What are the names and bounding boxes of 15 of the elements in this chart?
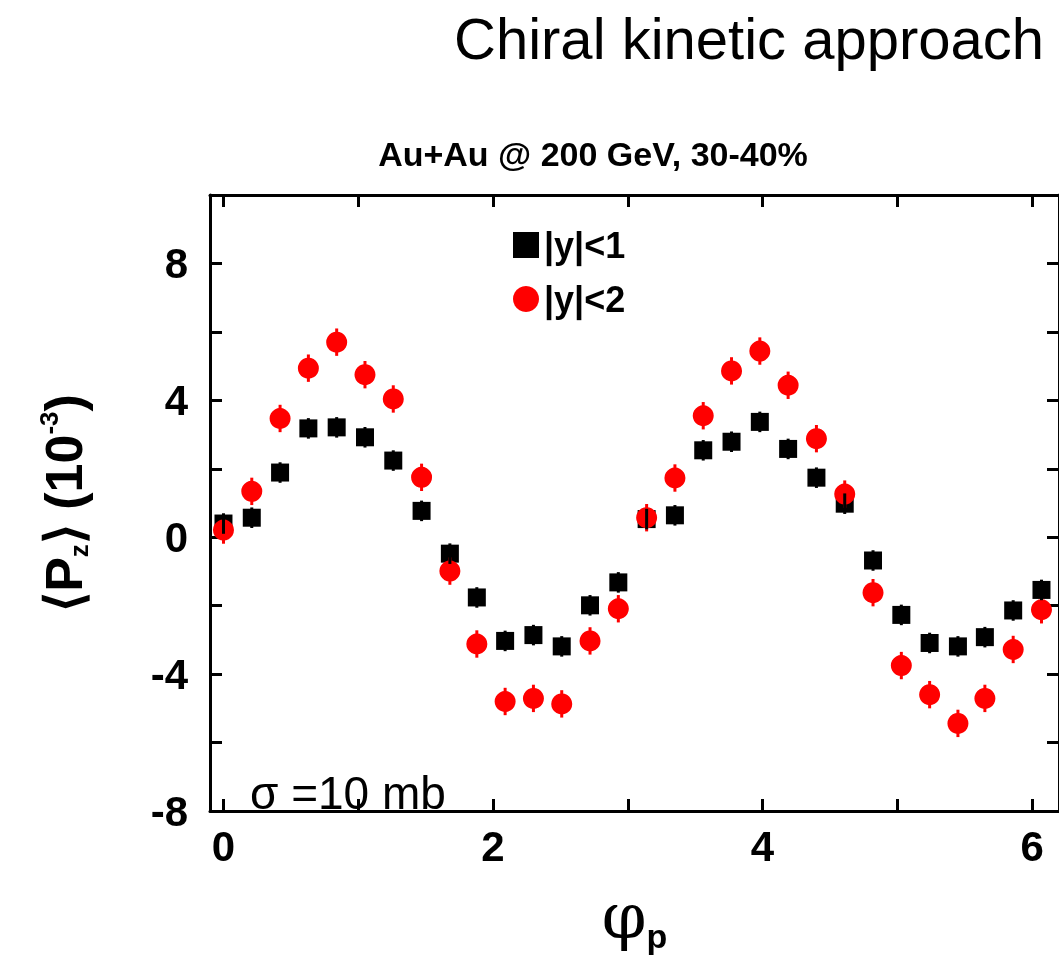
y-tick-label: -4 <box>150 650 189 698</box>
y-tick-label: 4 <box>164 376 189 424</box>
x-tick-label: 6 <box>1020 822 1044 870</box>
x-tick-label: 4 <box>750 822 775 870</box>
chart-title: Chiral kinetic approach <box>454 5 1044 71</box>
x-tick-label: 2 <box>481 822 505 870</box>
chart-subtitle: Au+Au @ 200 GeV, 30-40% <box>378 135 808 173</box>
legend-label: |y|<2 <box>544 278 626 321</box>
y-tick-label: 8 <box>164 239 188 287</box>
y-axis-title: ⟨Pz⟩ (10-3) <box>34 394 94 612</box>
y-tick-label: 0 <box>164 513 188 561</box>
annotation: σ =10 mb <box>250 767 446 819</box>
y-tick-label: -8 <box>150 787 188 835</box>
legend-label: |y|<1 <box>544 224 626 267</box>
x-tick-label: 0 <box>211 822 236 870</box>
